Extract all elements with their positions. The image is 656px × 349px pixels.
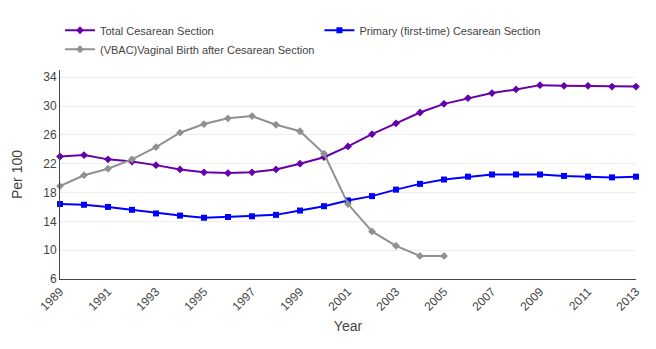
svg-text:2005: 2005 [422,285,451,314]
svg-text:Year: Year [334,318,363,334]
svg-text:6: 6 [50,272,57,286]
svg-text:2001: 2001 [326,285,355,314]
svg-text:1995: 1995 [182,285,211,314]
svg-text:22: 22 [43,157,57,171]
svg-text:2003: 2003 [374,285,403,314]
svg-text:34: 34 [43,70,57,84]
svg-text:Per 100: Per 100 [9,150,25,199]
svg-text:2011: 2011 [566,285,594,313]
svg-text:10: 10 [43,243,57,257]
svg-text:26: 26 [43,128,57,142]
svg-text:2009: 2009 [518,285,547,314]
svg-text:18: 18 [43,186,57,200]
svg-text:Primary (first-time) Cesarean: Primary (first-time) Cesarean Section [359,25,540,37]
svg-text:2013: 2013 [614,285,643,314]
svg-text:1993: 1993 [134,285,163,314]
svg-text:1997: 1997 [230,285,259,314]
svg-text:Total Cesarean Section: Total Cesarean Section [100,25,214,37]
svg-text:1999: 1999 [278,285,307,314]
svg-text:1989: 1989 [38,285,67,314]
svg-text:(VBAC)Vaginal Birth after Cesa: (VBAC)Vaginal Birth after Cesarean Secti… [100,44,314,56]
svg-text:14: 14 [43,215,57,229]
svg-text:30: 30 [43,99,57,113]
svg-text:1991: 1991 [86,285,115,314]
svg-text:2007: 2007 [470,285,499,314]
